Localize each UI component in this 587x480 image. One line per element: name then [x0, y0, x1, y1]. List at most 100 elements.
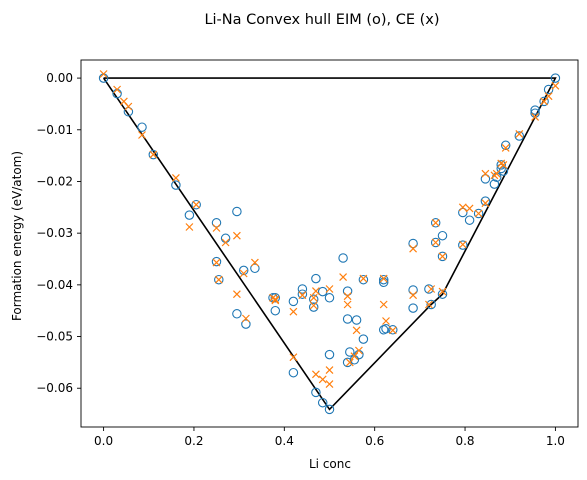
y-tick-label: −0.01 [36, 123, 73, 137]
eim-point [500, 140, 511, 151]
eim-point [351, 315, 362, 325]
ce-point [298, 291, 307, 300]
ce-point [438, 287, 447, 296]
eim-point [342, 286, 353, 296]
ce-point [250, 258, 259, 267]
y-tick-label: −0.06 [36, 381, 73, 395]
ce-series-layer [99, 70, 560, 389]
axes-layer: 0.0 0.2 0.4 0.6 0.8 1.0 0.00 −0.01 −0.02 −0.03 −0.… [36, 59, 579, 448]
ce-point [343, 292, 352, 301]
ce-point [138, 131, 146, 139]
convex-hull-layer [102, 77, 557, 411]
eim-point [297, 284, 308, 294]
ce-point [388, 326, 397, 335]
ce-point [192, 200, 201, 209]
eim-point [473, 208, 484, 219]
ce-point [458, 240, 467, 249]
eim-point [288, 367, 299, 378]
ce-point [515, 129, 524, 138]
x-tick-label: 0.2 [184, 434, 203, 448]
ce-point [232, 290, 241, 299]
eim-point [342, 314, 353, 324]
ce-point [289, 353, 298, 362]
ce-point [212, 224, 221, 232]
eim-point [496, 160, 506, 170]
eim-point [543, 84, 554, 95]
ce-point [311, 287, 320, 296]
eim-point [539, 96, 549, 107]
ce-point [311, 370, 320, 379]
eim-point [408, 238, 418, 249]
eim-point [437, 289, 448, 299]
plot-area [81, 60, 578, 427]
ce-point [339, 273, 348, 282]
ce-point [221, 238, 230, 247]
ce-point [271, 295, 280, 304]
ce-point [531, 112, 540, 121]
ce-point [359, 274, 368, 283]
eim-point [424, 284, 434, 294]
ce-point [424, 300, 433, 309]
eim-point [317, 397, 328, 408]
eim-point [530, 105, 540, 115]
eim-point [458, 240, 468, 250]
ce-point [99, 70, 108, 78]
eim-point [437, 230, 448, 241]
ce-point [352, 326, 361, 335]
eim-point [211, 256, 222, 267]
eim-point [345, 347, 355, 357]
x-tick-label: 0.4 [275, 434, 294, 448]
ce-point [124, 102, 133, 111]
ce-point [185, 223, 194, 231]
eim-point [378, 274, 389, 285]
eim-point [550, 73, 561, 83]
ce-point [325, 366, 334, 375]
eim-point [480, 174, 491, 184]
eim-point [311, 273, 321, 284]
axes-frame [80, 59, 579, 428]
eim-point [430, 218, 441, 228]
ce-point [271, 296, 280, 305]
eim-point [123, 106, 134, 117]
eim-point [480, 196, 491, 206]
x-tick-label: 0.8 [455, 434, 474, 448]
eim-point [250, 263, 260, 274]
ce-point [481, 169, 490, 178]
eim-series-layer [98, 73, 561, 415]
eim-point [408, 303, 418, 313]
ce-point [343, 300, 352, 309]
eim-point [381, 324, 391, 334]
ce-point [474, 209, 483, 218]
ce-point [309, 301, 318, 310]
eim-point [214, 274, 224, 285]
ce-point [382, 317, 390, 325]
x-tick-label: 0.6 [365, 434, 384, 448]
eim-point [171, 180, 181, 190]
ce-point [171, 173, 180, 182]
y-tick-label: 0.00 [46, 71, 73, 85]
y-tick-label: −0.02 [36, 174, 73, 188]
ce-point [113, 85, 122, 94]
ce-point [409, 291, 418, 300]
ce-point [350, 352, 359, 361]
y-tick-label: −0.05 [36, 330, 73, 344]
eim-point [324, 293, 335, 303]
eim-point [148, 149, 159, 160]
eim-point [388, 325, 398, 335]
y-axis-label: Formation energy (eV/atom) [10, 151, 24, 321]
plot-background [81, 60, 578, 427]
ce-point [431, 218, 440, 227]
ce-point [458, 203, 467, 212]
ce-point [309, 293, 318, 302]
eim-point [464, 215, 475, 225]
eim-point [270, 305, 281, 316]
eim-point [338, 253, 348, 263]
x-axis-label: Li conc [309, 457, 351, 471]
eim-point [430, 237, 441, 248]
eim-point [426, 299, 436, 310]
eim-point [184, 210, 195, 220]
eim-point [496, 163, 506, 174]
ce-point [492, 169, 501, 178]
ce-point [325, 285, 334, 293]
